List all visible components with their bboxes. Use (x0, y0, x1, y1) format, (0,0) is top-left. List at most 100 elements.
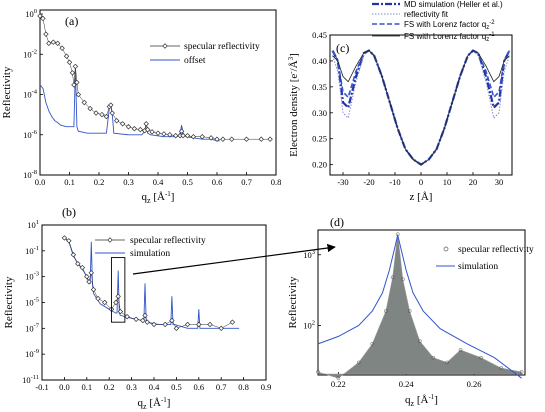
panel-a-specular-point (258, 136, 264, 142)
panel-a-specular-point (161, 131, 167, 137)
panel-a-y-tick-label: 10-8 (23, 169, 37, 180)
panel-b-specular-point (84, 273, 90, 280)
panel-a-specular-point (69, 70, 76, 76)
panel-a-specular-point (55, 40, 61, 47)
panel-d-simulation-line (317, 234, 522, 379)
panel-c-label: (c) (336, 41, 349, 55)
zoom-arrow (132, 243, 336, 275)
panel-c-x-tick-label: 30 (495, 177, 504, 187)
panel-c-x-axis-label: z [Å] (410, 191, 433, 203)
panel-a-legend-specular: specular reflectivity (184, 41, 260, 52)
panel-a-specular-point (267, 136, 273, 142)
panel-a-specular-point (190, 134, 197, 140)
panel-b-x-tick-label: 0.5 (171, 382, 182, 392)
panel-b-specular-point (144, 319, 150, 325)
panel-b-specular-point (207, 321, 213, 328)
panel-b-specular-point (124, 313, 130, 320)
panel-a-specular-point (81, 99, 87, 106)
panel-c-legend-q2: FS with Lorenz factor qz-2 (404, 20, 495, 31)
panel-d-specular-point (384, 309, 388, 313)
panel-d-y-axis-label: Reflectivity (287, 276, 299, 328)
panel-a-specular-point (214, 136, 220, 142)
panel-a-specular-point (87, 105, 93, 112)
panel-a-specular-point (143, 121, 149, 127)
panel-d-specular-point (417, 339, 422, 344)
panel-a-y-tick-label: 100 (25, 8, 37, 19)
panel-b-x-tick-label: 0.9 (261, 382, 272, 392)
panel-b-specular-point (173, 325, 180, 332)
panel-a-specular-point (199, 134, 205, 140)
panel-b-specular-point (70, 252, 77, 258)
panel-a-y-axis-label: Reflectivity (1, 66, 13, 118)
panel-a-specular-point (155, 130, 161, 136)
panel-d-x-tick-label: 0.22 (331, 379, 346, 389)
panel-b-x-tick-label: -0.1 (35, 382, 48, 392)
panel-a-specular-point (108, 102, 114, 108)
panel-c-x-tick-label: 0 (419, 177, 423, 187)
panel-c-legend-md: MD simulation (Heller et al.) (404, 0, 503, 9)
panel-a-label: (a) (65, 14, 78, 28)
panel-c-fs-lorenz-q2-line (331, 49, 511, 166)
panel-a-specular-point (149, 129, 155, 135)
panel-d-specular-point (356, 360, 361, 365)
panel-d-specular-point (445, 360, 449, 365)
panel-d-x-tick-label: 0.26 (467, 379, 482, 389)
panel-b-specular-point (88, 270, 94, 276)
panel-b-y-tick-label: 10-3 (25, 271, 39, 282)
panel-b-specular-point (113, 299, 119, 306)
panel-d-specular-area (317, 234, 522, 379)
panel-b-x-tick-label: 0.2 (104, 382, 115, 392)
panel-a-x-tick-label: 0.1 (64, 177, 75, 187)
panel-b-specular-point (102, 299, 108, 306)
panel-a-specular-point (137, 126, 143, 133)
panel-b-specular-point (86, 279, 92, 285)
panel-b-x-tick-label: 0.1 (81, 382, 92, 392)
panel-b-zoom-box (110, 257, 126, 323)
panel-b-specular-point (151, 321, 157, 328)
panel-a-offset-line (39, 68, 220, 142)
panel-b-specular-point (162, 321, 168, 328)
panel-a-x-tick-label: 0.5 (182, 177, 193, 187)
panel-a-specular-point (173, 132, 179, 139)
panel-b-x-tick-label: 0.0 (59, 382, 70, 392)
panel-a-y-tick-label: 10-4 (23, 89, 38, 100)
panel-b-specular-point (140, 317, 146, 324)
panel-b-specular-point (61, 235, 68, 241)
panel-c-x-tick-label: 20 (469, 177, 478, 187)
panel-c-fs-lorenz-q1-line (332, 50, 510, 166)
panel-c-y-tick-label: 0.30 (312, 108, 327, 118)
panel-b-y-tick-label: 10-5 (25, 297, 39, 308)
panel-b-specular-point (196, 321, 202, 328)
panel-a-specular-point (220, 136, 226, 142)
panel-d-specular-point (370, 342, 375, 346)
panel-a-specular-point (208, 135, 214, 141)
panel-a-specular-point (66, 59, 73, 65)
panel-d-y-tick-label: 103 (303, 249, 315, 260)
panel-c-y-tick-label: 0.40 (312, 56, 327, 66)
panel-c-y-tick-label: 0.45 (312, 30, 327, 40)
panel-c-x-tick-label: -20 (363, 177, 374, 187)
panel-b-y-tick-label: 10-11 (22, 374, 39, 385)
panel-d-specular-point (458, 348, 463, 352)
panel-d-specular-point (479, 355, 483, 360)
panel-a-x-tick-label: 0.0 (35, 177, 46, 187)
panel-d-specular-point (316, 370, 320, 374)
panel-b-x-tick-label: 0.6 (193, 382, 204, 392)
panel-a-x-tick-label: 0.6 (212, 177, 223, 187)
panel-a-specular-point (119, 121, 126, 127)
panel-b-specular-point (117, 308, 124, 315)
panel-a-specular-point (125, 124, 132, 130)
panel-b-specular-point (115, 293, 121, 300)
panel-a-specular-point (131, 126, 138, 132)
panel-d-x-tick-label: 0.24 (399, 379, 415, 389)
panel-d-y-tick-label: 102 (303, 319, 315, 330)
panel-a-specular-point (114, 117, 120, 124)
panel-a-legend-offset: offset (184, 55, 206, 66)
panel-b-specular-point (218, 325, 224, 332)
panel-a-specular-point (229, 136, 235, 142)
panel-d-specular-point (336, 376, 341, 381)
panel-b-specular-point (169, 317, 175, 324)
panel-a-specular-point (71, 82, 77, 88)
panel-a-specular-point (75, 91, 82, 98)
